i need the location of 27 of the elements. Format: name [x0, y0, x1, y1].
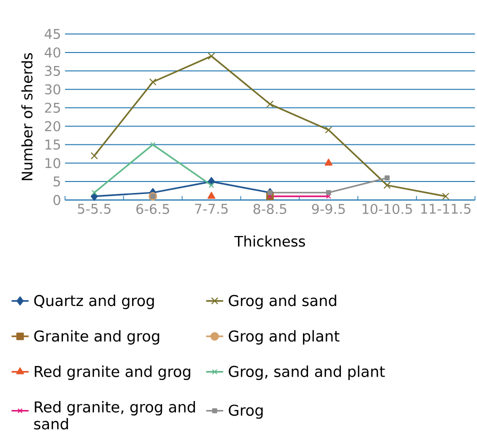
y-tick-label: 35 [45, 66, 60, 76]
x-tick-label: 5-5.5 [78, 204, 111, 214]
x-tick-label: 8-8.5 [254, 204, 286, 214]
x-tick-label: 9-9.5 [312, 204, 345, 214]
y-tick-label: 20 [45, 121, 60, 132]
x-tick-label: 11-11.5 [421, 204, 470, 214]
x-tick-label: 10-10.5 [362, 204, 412, 214]
y-tick-label: 10 [46, 158, 60, 168]
y-tick-label: 45 [44, 28, 60, 39]
y-tick-label: 25 [45, 102, 60, 113]
x-axis-title: Thickness [234, 236, 306, 247]
legend-label: Red granite, grog and sand [34, 401, 195, 430]
y-tick-label: 40 [44, 47, 60, 58]
y-axis-title: Number of sherds [21, 53, 33, 180]
y-tick-label: 0 [53, 194, 60, 206]
legend-label: Grog and sand [228, 294, 336, 310]
legend-label: Grog and plant [228, 330, 340, 345]
legend-label: Granite and grog [34, 330, 160, 345]
legend-label: Red granite and grog [34, 366, 190, 380]
y-tick-label: 15 [46, 140, 60, 150]
y-tick-label: 5 [54, 176, 60, 187]
legend-label: Grog, sand and plant [228, 366, 385, 380]
legend-label: Quartz and grog [34, 294, 154, 310]
legend-label: Grog [228, 404, 263, 419]
y-tick-label: 30 [45, 84, 60, 94]
x-tick-label: 7-7.5 [195, 204, 228, 214]
x-tick-label: 6-6.5 [136, 204, 170, 214]
